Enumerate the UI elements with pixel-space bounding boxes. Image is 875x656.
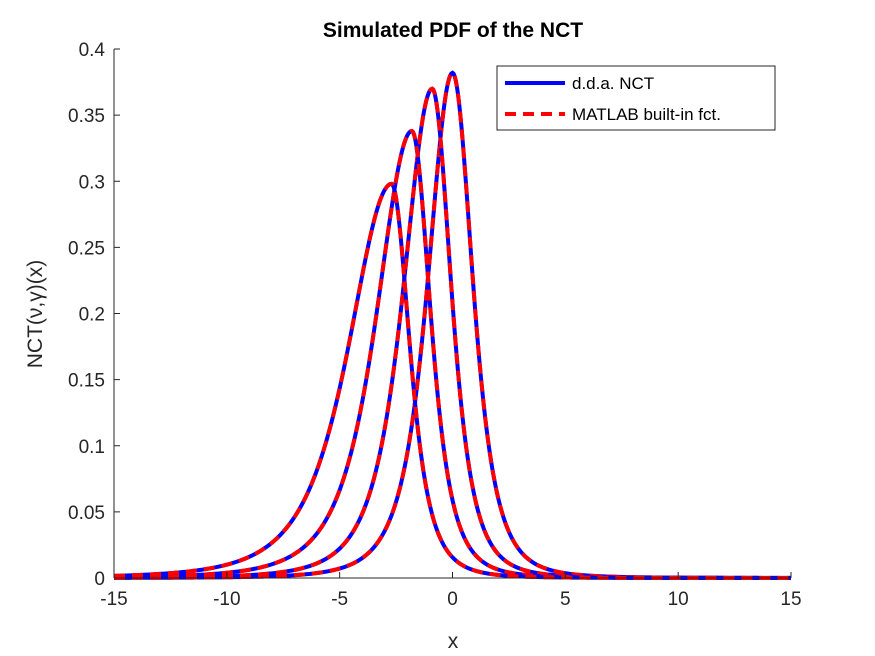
- legend-entry-matlab: MATLAB built-in fct.: [572, 105, 721, 124]
- axes-layer: -15 -10 -5 0 5 10 15 0 0.05 0.1 0.15 0.2 0.25 0.3 0.35…: [68, 40, 802, 610]
- x-tick-label-4: 5: [560, 589, 571, 610]
- legend: d.d.a. NCT MATLAB built-in fct.: [496, 65, 776, 131]
- chart-title: Simulated PDF of the NCT: [323, 19, 583, 42]
- x-tick-label-0: -15: [100, 589, 127, 610]
- y-tick-label-5: 0.25: [68, 238, 105, 259]
- x-axis-label: x: [448, 630, 459, 653]
- x-tick-label-3: 0: [447, 589, 458, 610]
- y-tick-label-8: 0.4: [79, 40, 106, 61]
- x-tick-label-1: -10: [213, 589, 240, 610]
- legend-box: [496, 65, 776, 131]
- y-tick-label-0: 0: [94, 569, 105, 590]
- curve-solid-2: [113, 128, 791, 580]
- y-tick-label-4: 0.2: [79, 305, 105, 326]
- y-tick-label-1: 0.05: [68, 503, 105, 524]
- x-tick-label-6: 15: [780, 589, 801, 610]
- y-tick-label-2: 0.1: [79, 437, 105, 458]
- y-axis-label: NCT(ν,γ)(x): [24, 260, 47, 368]
- y-tick-label-3: 0.15: [68, 371, 105, 392]
- x-tick-label-2: -5: [331, 589, 348, 610]
- y-tick-label-6: 0.3: [79, 172, 105, 193]
- x-tick-label-5: 10: [668, 589, 689, 610]
- curve-solid-3: [113, 181, 791, 580]
- curves-layer: [113, 70, 791, 580]
- curve-dashed-3: [113, 181, 791, 580]
- y-tick-label-7: 0.35: [68, 106, 105, 127]
- legend-entry-dda: d.d.a. NCT: [572, 74, 654, 93]
- curve-dashed-2: [113, 128, 791, 580]
